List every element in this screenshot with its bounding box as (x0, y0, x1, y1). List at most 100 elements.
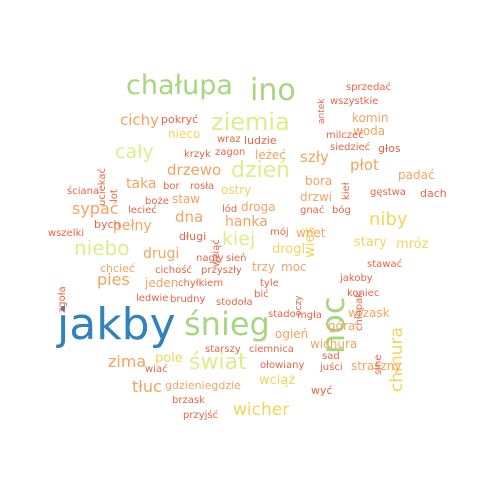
word-106: ołowiany (260, 360, 305, 371)
word-18: cichy (120, 111, 160, 129)
word-31: drogi (272, 242, 306, 257)
word-16: sypać (72, 199, 119, 218)
word-91: chyłkiem (178, 278, 224, 289)
word-5: ziemia (211, 108, 290, 136)
word-101: sine (373, 354, 384, 375)
word-104: sad (322, 351, 340, 362)
word-97: stodoła (216, 297, 253, 308)
word-84: nagły (196, 253, 224, 264)
word-43: wnet (296, 226, 326, 240)
word-39: drzwi (300, 190, 332, 204)
word-33: woda (353, 124, 386, 138)
word-14: zima (108, 352, 147, 371)
word-79: wszelki (48, 228, 85, 239)
word-35: padać (398, 168, 435, 182)
word-89: przyszły (201, 265, 242, 276)
word-47: góra (328, 319, 356, 333)
word-26: hanka (225, 214, 268, 230)
word-58: milczeć (326, 130, 364, 141)
word-22: dna (175, 208, 204, 226)
word-76: lód (222, 204, 238, 215)
word-74: boże (145, 196, 169, 207)
word-67: lot (109, 188, 120, 202)
word-92: tyle (260, 278, 279, 289)
word-0: jakby (57, 299, 176, 350)
word-103: ciemnica (249, 344, 294, 355)
word-28: wciąż (259, 373, 296, 388)
word-61: uciekać (97, 167, 108, 206)
word-24: pełny (113, 218, 152, 234)
word-9: cały (115, 141, 154, 163)
word-82: mój (270, 227, 289, 238)
word-19: szły (300, 148, 329, 166)
word-98: bić (254, 289, 269, 300)
word-13: wicher (233, 400, 290, 420)
word-70: rosła (190, 181, 215, 192)
word-93: koniec (347, 288, 380, 299)
word-56: antek (317, 98, 327, 124)
word-75: lecieć (128, 205, 157, 216)
word-68: ściana (67, 186, 100, 197)
word-51: straszny (351, 359, 402, 373)
word-55: wszystkie (330, 96, 379, 107)
word-23: taka (126, 176, 157, 192)
word-45: moc (281, 260, 307, 274)
word-108: wyć (311, 384, 333, 397)
word-87: zgoła (57, 285, 68, 313)
word-21: drzewo (167, 161, 222, 179)
word-37: leżeć (255, 148, 286, 162)
word-57: pokryć (161, 113, 199, 126)
word-48: wrzask (348, 306, 390, 320)
word-36: nieco (168, 127, 201, 141)
word-78: bóg (332, 205, 351, 216)
word-4: ino (250, 73, 296, 108)
word-3: chałupa (126, 70, 233, 101)
word-1: śnieg (184, 305, 270, 343)
word-64: głos (378, 142, 401, 155)
word-60: ludzie (244, 134, 277, 147)
word-109: brzask (172, 395, 205, 406)
word-66: zagon (215, 147, 246, 158)
word-11: niby (369, 209, 408, 230)
word-49: ogień (275, 327, 309, 341)
word-46: jeden (145, 276, 179, 290)
word-90: jakoby (340, 273, 373, 284)
word-81: długi (179, 230, 207, 243)
word-53: gdzieniegdzie (165, 379, 241, 392)
word-65: krzyk (184, 149, 211, 160)
word-86: stawać (367, 259, 403, 270)
word-17: tłuc (132, 377, 162, 396)
word-59: wraz (217, 134, 241, 145)
word-44: trzy (252, 260, 276, 274)
word-85: sień (226, 253, 247, 264)
word-73: bych (94, 218, 121, 231)
word-69: bor (163, 181, 180, 192)
word-105: wiać (145, 364, 168, 375)
word-25: drugi (143, 246, 180, 262)
word-88: cichość (155, 265, 192, 276)
word-41: droga (241, 200, 276, 214)
word-77: gnać (300, 205, 325, 216)
word-95: ledwie (136, 293, 169, 304)
word-6: świat (189, 350, 247, 375)
word-29: mróz (396, 237, 429, 252)
word-38: bora (305, 174, 333, 188)
word-72: dach (420, 187, 447, 200)
word-107: juści (320, 362, 343, 373)
word-40: ostry (221, 183, 252, 197)
word-71: gęstwa (370, 187, 406, 198)
word-34: komin (352, 111, 389, 125)
word-8: niebo (74, 236, 130, 260)
word-63: siedzieć (330, 142, 371, 153)
word-7: dzień (231, 158, 291, 183)
word-54: sprzedać (346, 82, 392, 93)
word-62: kieł (341, 182, 352, 200)
word-10: kiej (222, 228, 256, 250)
word-110: przyjść (183, 410, 219, 421)
word-42: staw (172, 192, 201, 206)
word-20: płot (350, 156, 379, 174)
word-102: starszy (205, 344, 241, 355)
word-30: stary (354, 235, 387, 250)
word-32: pole (155, 351, 183, 366)
